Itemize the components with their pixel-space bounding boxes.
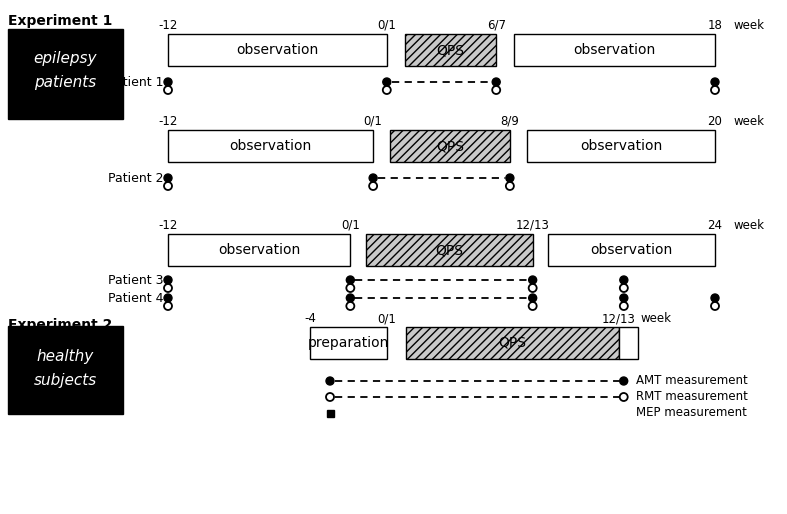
Text: 24: 24 bbox=[708, 219, 722, 232]
Circle shape bbox=[164, 276, 172, 284]
Text: Patient 4: Patient 4 bbox=[108, 292, 163, 305]
Circle shape bbox=[164, 78, 172, 86]
Circle shape bbox=[326, 393, 334, 401]
Text: -12: -12 bbox=[158, 115, 178, 128]
Circle shape bbox=[711, 294, 719, 302]
Circle shape bbox=[711, 78, 719, 86]
Text: healthy: healthy bbox=[36, 348, 94, 363]
Text: QPS: QPS bbox=[499, 336, 527, 350]
Bar bbox=[168, 130, 373, 162]
Text: Experiment 1: Experiment 1 bbox=[8, 14, 113, 28]
Text: 0/1: 0/1 bbox=[377, 19, 396, 32]
Text: QPS: QPS bbox=[435, 243, 463, 257]
Text: MEP measurement: MEP measurement bbox=[636, 407, 747, 419]
Circle shape bbox=[346, 284, 354, 292]
Text: RMT measurement: RMT measurement bbox=[636, 391, 748, 403]
Bar bbox=[8, 29, 123, 119]
Text: observation: observation bbox=[230, 139, 312, 153]
Bar bbox=[390, 130, 510, 162]
Text: week: week bbox=[733, 219, 764, 232]
Bar bbox=[365, 234, 533, 266]
Circle shape bbox=[164, 294, 172, 302]
Text: week: week bbox=[641, 312, 672, 325]
Circle shape bbox=[620, 284, 628, 292]
Circle shape bbox=[346, 276, 354, 284]
Text: patients: patients bbox=[34, 75, 96, 89]
Circle shape bbox=[529, 284, 537, 292]
Circle shape bbox=[711, 86, 719, 94]
Circle shape bbox=[492, 86, 501, 94]
Circle shape bbox=[529, 276, 537, 284]
Text: Patient 2: Patient 2 bbox=[108, 173, 163, 186]
Text: observation: observation bbox=[590, 243, 673, 257]
Bar bbox=[406, 327, 619, 359]
Bar bbox=[310, 327, 387, 359]
Circle shape bbox=[382, 78, 391, 86]
Text: Experiment 2: Experiment 2 bbox=[8, 318, 113, 332]
Bar bbox=[8, 326, 123, 414]
Text: -12: -12 bbox=[158, 219, 178, 232]
Text: observation: observation bbox=[218, 243, 301, 257]
Text: 8/9: 8/9 bbox=[501, 115, 519, 128]
Bar bbox=[548, 234, 715, 266]
Text: -12: -12 bbox=[158, 19, 178, 32]
Circle shape bbox=[620, 276, 628, 284]
Circle shape bbox=[164, 86, 172, 94]
Text: 12/13: 12/13 bbox=[515, 219, 549, 232]
Circle shape bbox=[164, 284, 172, 292]
Bar bbox=[619, 327, 638, 359]
Circle shape bbox=[619, 377, 628, 385]
Text: observation: observation bbox=[574, 43, 656, 57]
Text: week: week bbox=[733, 19, 764, 32]
Text: subjects: subjects bbox=[33, 374, 97, 389]
Text: observation: observation bbox=[236, 43, 319, 57]
Circle shape bbox=[492, 78, 501, 86]
Circle shape bbox=[529, 294, 537, 302]
Circle shape bbox=[529, 302, 537, 310]
Text: QPS: QPS bbox=[437, 43, 464, 57]
Text: week: week bbox=[733, 115, 764, 128]
Text: Patient 1: Patient 1 bbox=[108, 77, 163, 89]
Text: 6/7: 6/7 bbox=[486, 19, 506, 32]
Text: 18: 18 bbox=[708, 19, 722, 32]
Text: preparation: preparation bbox=[308, 336, 390, 350]
Text: 0/1: 0/1 bbox=[341, 219, 360, 232]
Circle shape bbox=[164, 182, 172, 190]
Circle shape bbox=[620, 294, 628, 302]
Text: -4: -4 bbox=[304, 312, 316, 325]
Circle shape bbox=[506, 174, 514, 182]
Circle shape bbox=[369, 174, 377, 182]
Bar bbox=[527, 130, 715, 162]
Circle shape bbox=[346, 294, 354, 302]
Bar bbox=[168, 34, 386, 66]
Circle shape bbox=[620, 302, 628, 310]
Bar bbox=[405, 34, 496, 66]
Bar bbox=[327, 410, 334, 416]
Text: 0/1: 0/1 bbox=[364, 115, 382, 128]
Circle shape bbox=[369, 182, 377, 190]
Bar bbox=[515, 34, 715, 66]
Circle shape bbox=[382, 86, 391, 94]
Bar bbox=[168, 234, 350, 266]
Text: Patient 3: Patient 3 bbox=[108, 274, 163, 287]
Text: QPS: QPS bbox=[436, 139, 464, 153]
Circle shape bbox=[346, 302, 354, 310]
Text: 12/13: 12/13 bbox=[602, 312, 636, 325]
Circle shape bbox=[619, 393, 628, 401]
Text: AMT measurement: AMT measurement bbox=[636, 375, 748, 388]
Text: epilepsy: epilepsy bbox=[33, 51, 97, 66]
Circle shape bbox=[326, 377, 334, 385]
Circle shape bbox=[711, 302, 719, 310]
Text: observation: observation bbox=[580, 139, 662, 153]
Text: 20: 20 bbox=[708, 115, 722, 128]
Text: 0/1: 0/1 bbox=[378, 312, 397, 325]
Circle shape bbox=[164, 302, 172, 310]
Circle shape bbox=[164, 174, 172, 182]
Circle shape bbox=[506, 182, 514, 190]
